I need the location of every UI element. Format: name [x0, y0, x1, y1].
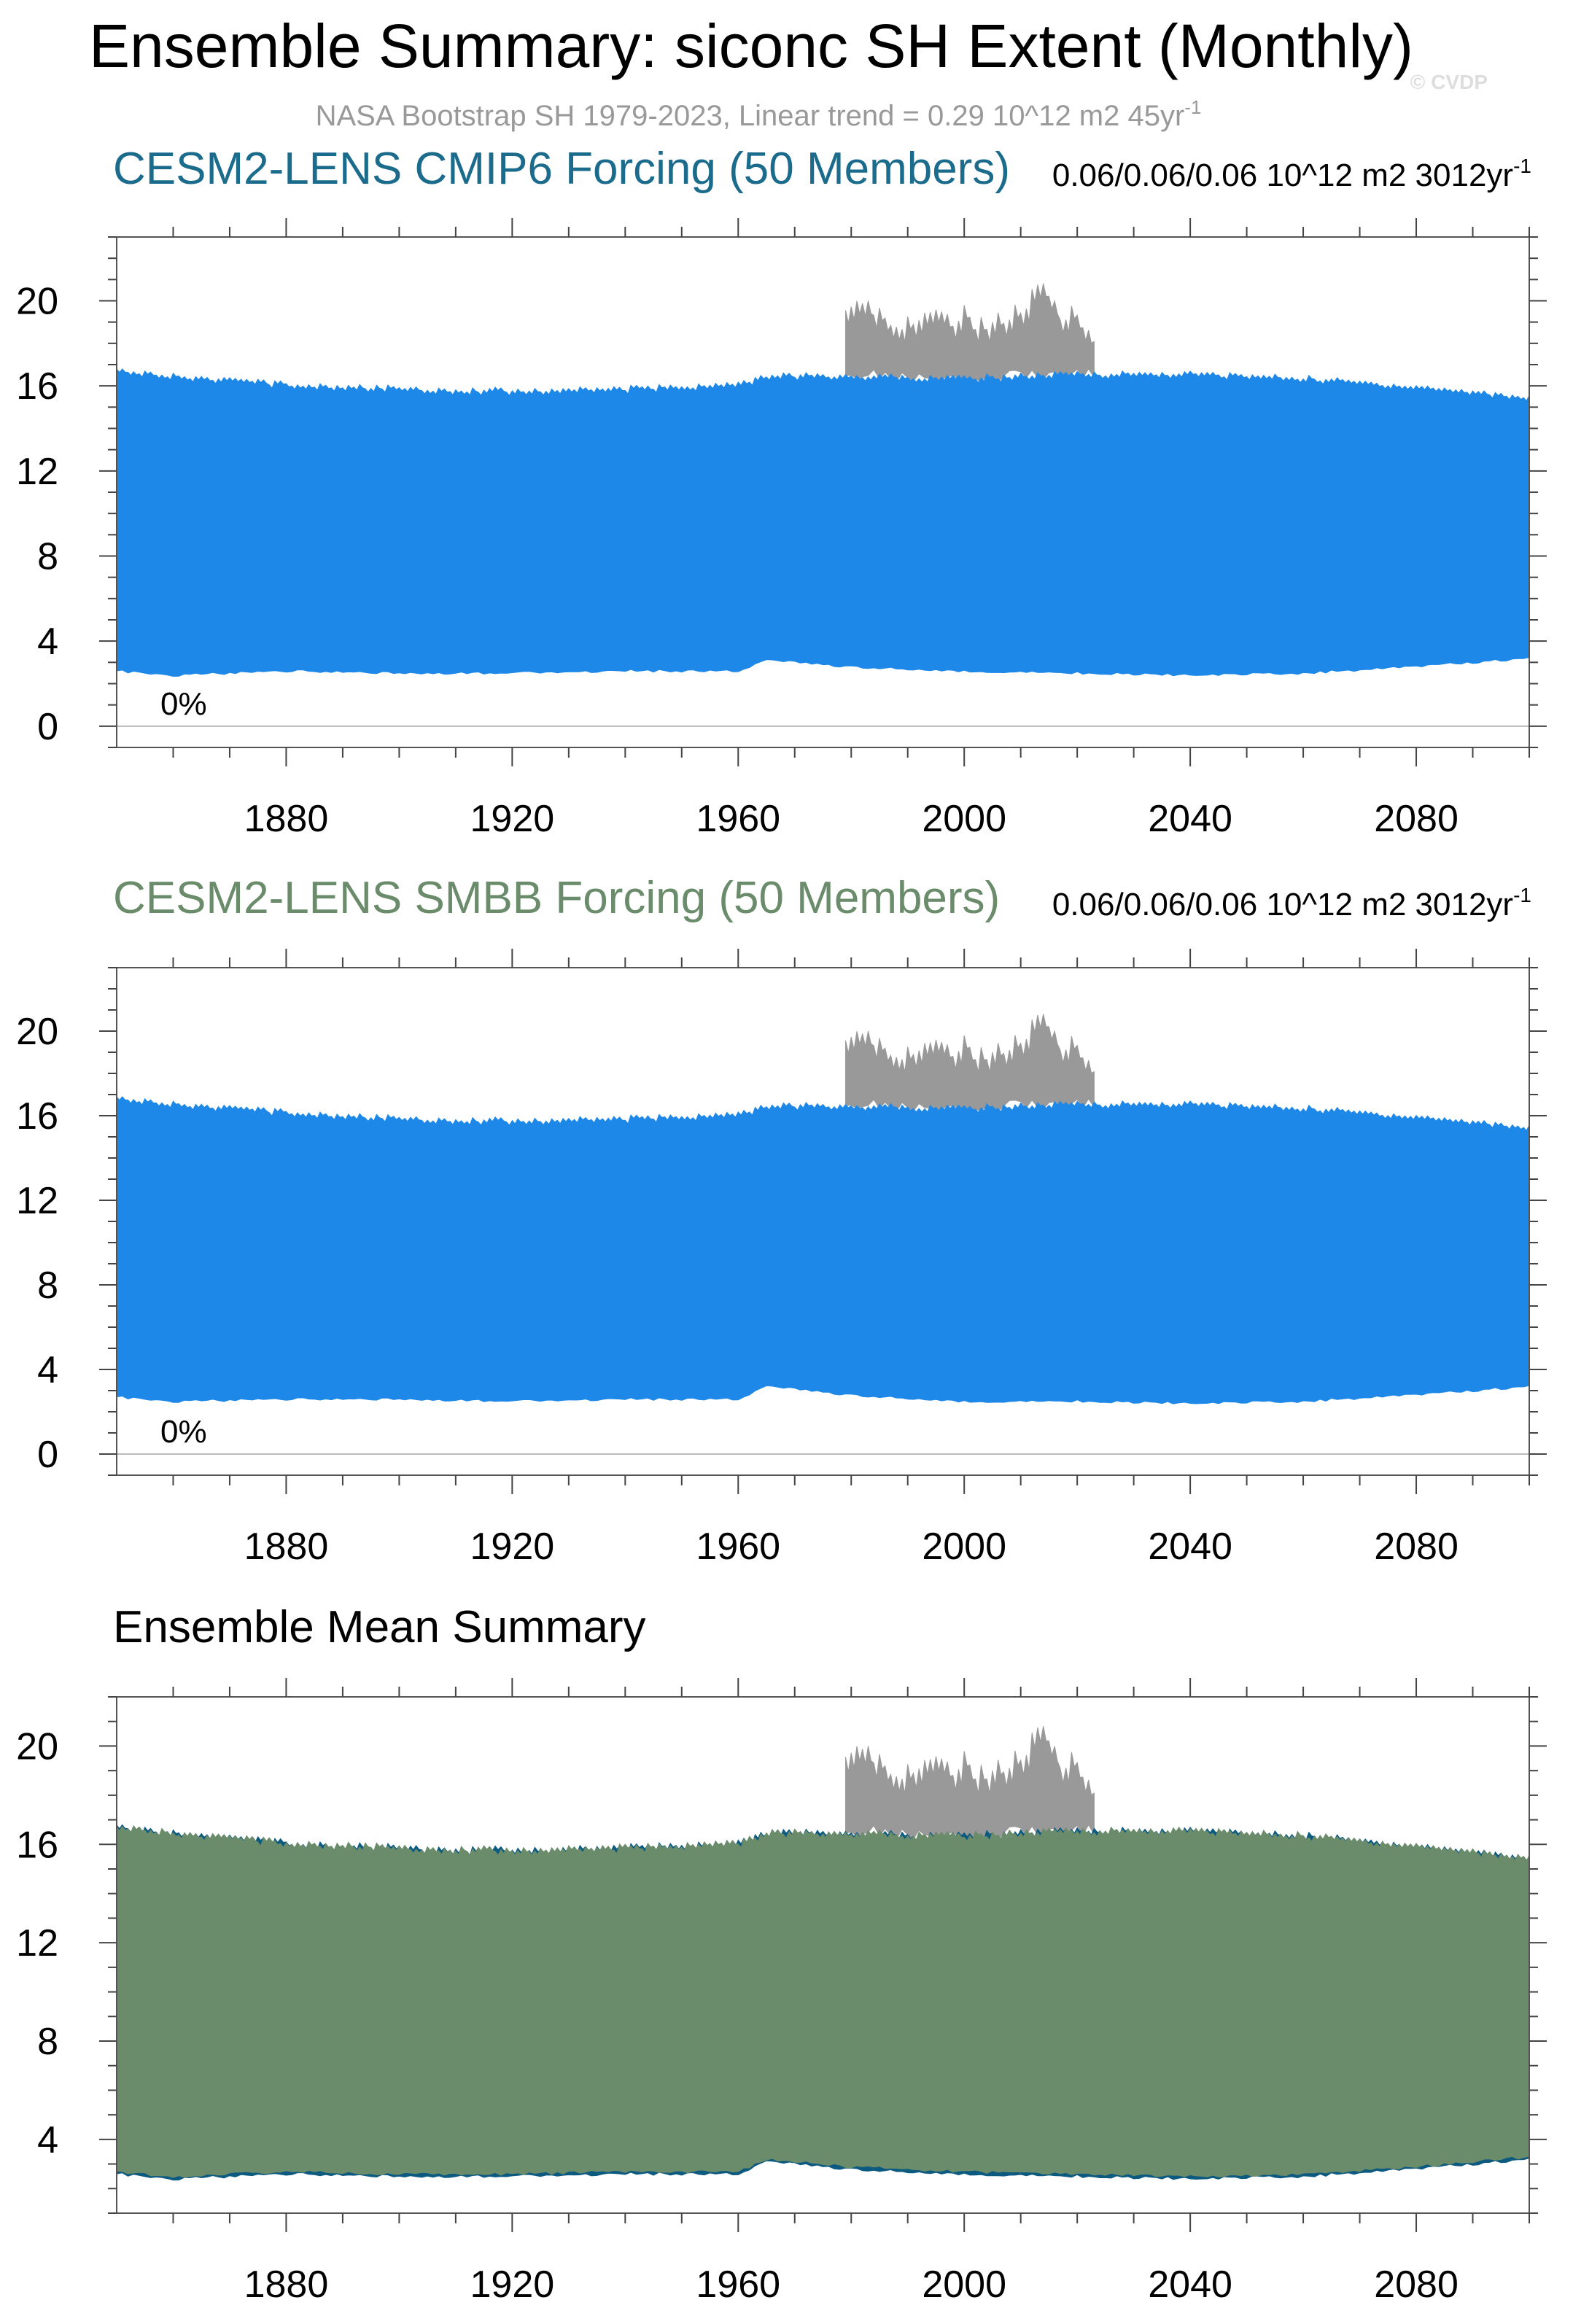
percent-label: 0% [160, 1414, 207, 1450]
y-tick-label: 8 [37, 1264, 58, 1307]
plot-frame [116, 1696, 1530, 2214]
x-tick-label: 1920 [470, 798, 555, 840]
main-title: Ensemble Summary: siconc SH Extent (Mont… [89, 12, 1413, 80]
y-tick-label: 0 [37, 1434, 58, 1476]
subtitle: NASA Bootstrap SH 1979-2023, Linear tren… [316, 96, 1202, 132]
ensemble-band [116, 1095, 1530, 1404]
y-tick-label: 4 [37, 621, 58, 663]
y-tick-label: 12 [16, 1922, 58, 1964]
x-tick-label: 1960 [696, 2263, 780, 2306]
obs-band [845, 283, 1095, 384]
x-tick-label: 1920 [470, 1526, 555, 1568]
panel-cmip6: CESM2-LENS CMIP6 Forcing (50 Members) 0.… [16, 144, 1547, 840]
y-tick-label: 16 [16, 1095, 58, 1138]
x-tick-label: 2040 [1148, 798, 1232, 840]
y-tick-label: 16 [16, 1824, 58, 1866]
x-tick-label: 2080 [1374, 2263, 1459, 2306]
y-tick-label: 20 [16, 1725, 58, 1768]
x-tick-label: 2000 [922, 2263, 1006, 2306]
x-tick-label: 1960 [696, 1526, 780, 1568]
smbb-mean-band [116, 1824, 1530, 2178]
obs-band [845, 1014, 1095, 1114]
y-tick-label: 8 [37, 536, 58, 578]
panel-title: Ensemble Mean Summary [113, 1602, 646, 1652]
trend-sup: -1 [1513, 155, 1531, 177]
x-tick-label: 1960 [696, 798, 780, 840]
x-tick-label: 2000 [922, 798, 1006, 840]
y-tick-label: 12 [16, 1180, 58, 1222]
y-tick-label: 20 [16, 281, 58, 323]
x-tick-label: 2000 [922, 1526, 1006, 1568]
watermark: © CVDP [1410, 71, 1488, 93]
x-tick-label: 2080 [1374, 1526, 1459, 1568]
subtitle-sup: -1 [1184, 96, 1201, 118]
y-tick-label: 12 [16, 451, 58, 493]
y-tick-label: 8 [37, 2021, 58, 2063]
y-tick-label: 4 [37, 2119, 58, 2161]
x-tick-label: 1880 [244, 2263, 329, 2306]
x-tick-label: 1920 [470, 2263, 555, 2306]
plot-area: 1880 1920 1960 2000 2040 2080 4 8 12 16 20 [16, 1678, 1547, 2306]
percent-label: 0% [160, 686, 207, 722]
x-tick-label: 1880 [244, 1526, 329, 1568]
trend-sup: -1 [1513, 884, 1531, 906]
y-tick-label: 4 [37, 1349, 58, 1391]
obs-band [845, 1726, 1095, 1841]
plot-area: 1880 1920 1960 2000 2040 2080 0 4 8 12 16 20 [16, 949, 1547, 1568]
x-tick-label: 2040 [1148, 2263, 1232, 2306]
panel-mean: Ensemble Mean Summary 1880 1920 1960 2000 20… [16, 1602, 1547, 2306]
trend-label: 0.06/0.06/0.06 10^12 m2 3012yr-1 [1052, 884, 1531, 922]
x-tick-label: 1880 [244, 798, 329, 840]
y-tick-label: 0 [37, 706, 58, 748]
panel-smbb: CESM2-LENS SMBB Forcing (50 Members) 0.0… [16, 873, 1547, 1568]
y-tick-label: 20 [16, 1011, 58, 1053]
trend-label: 0.06/0.06/0.06 10^12 m2 3012yr-1 [1052, 155, 1531, 193]
y-tick-label: 16 [16, 365, 58, 408]
x-tick-label: 2080 [1374, 798, 1459, 840]
plot-area: 1880 1920 1960 2000 2040 2080 0 4 8 12 16 20 [16, 218, 1547, 840]
panel-title: CESM2-LENS SMBB Forcing (50 Members) [113, 873, 1000, 923]
ensemble-band [116, 368, 1530, 677]
x-tick-label: 2040 [1148, 1526, 1232, 1568]
panel-title: CESM2-LENS CMIP6 Forcing (50 Members) [113, 144, 1010, 194]
